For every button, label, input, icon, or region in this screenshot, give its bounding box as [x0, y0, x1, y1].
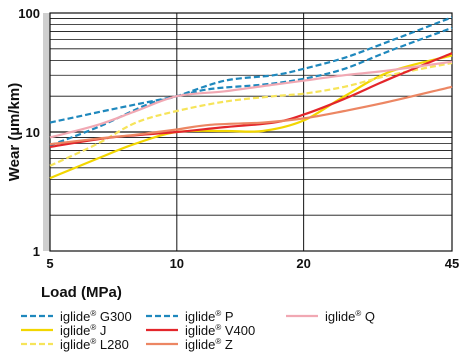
- series-line-q: [49, 60, 453, 139]
- x-tick-label: 45: [445, 256, 459, 271]
- legend-item-z: iglide® Z: [145, 336, 233, 352]
- legend-label: iglide® Z: [185, 336, 233, 352]
- x-tick-labels: 5 10 20 45: [46, 256, 459, 271]
- legend-label: iglide® Q: [325, 308, 375, 324]
- x-tick-label: 20: [296, 256, 310, 271]
- legend-item-j: iglide® J: [20, 322, 107, 338]
- left-axis-band: [43, 13, 50, 251]
- legend-label: iglide® V400: [185, 322, 256, 338]
- legend-item-p: iglide® P: [145, 308, 234, 324]
- x-axis-title: Load (MPa): [41, 284, 122, 301]
- wear-chart: 5 10 20 45 1 10 100 Wear (µm/km) Load (MPa): [6, 6, 459, 301]
- series-line-g300: [49, 16, 453, 147]
- x-tick-label: 5: [46, 256, 53, 271]
- legend-item-g300: iglide® G300: [20, 308, 132, 324]
- legend-swatch: [146, 314, 178, 318]
- legend-item-l280: iglide® L280: [20, 336, 129, 352]
- legend-item-v400: iglide® V400: [145, 322, 256, 338]
- legend-swatch: [21, 342, 53, 346]
- legend-label: iglide® P: [185, 308, 234, 324]
- legend-label: iglide® G300: [60, 308, 132, 324]
- series-line-j: [49, 54, 453, 180]
- series-lines: [49, 16, 453, 180]
- legend-swatch: [21, 314, 53, 318]
- legend-label: iglide® J: [60, 322, 107, 338]
- series-line-l280: [49, 61, 453, 167]
- legend-item-q: iglide® Q: [285, 308, 375, 324]
- series-line-p: [49, 26, 453, 124]
- series-line-z: [49, 85, 453, 146]
- y-tick-label: 100: [18, 6, 40, 21]
- y-tick-labels: 1 10 100: [18, 6, 40, 259]
- legend-swatch: [21, 328, 53, 332]
- legend-swatch: [146, 328, 178, 332]
- legend-swatch: [146, 342, 178, 346]
- y-axis-title: Wear (µm/km): [6, 83, 23, 181]
- y-tick-label: 10: [26, 125, 40, 140]
- legend-label: iglide® L280: [60, 336, 129, 352]
- grid-lines: [50, 13, 452, 251]
- y-tick-label: 1: [33, 244, 40, 259]
- legend-swatch: [286, 314, 318, 318]
- x-tick-label: 10: [170, 256, 184, 271]
